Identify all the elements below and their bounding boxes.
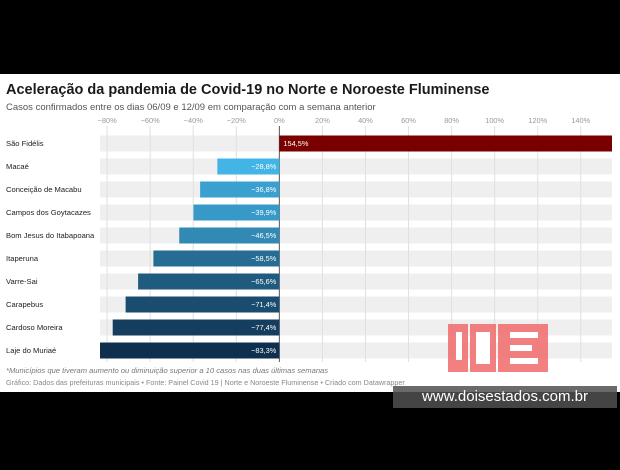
value-label: −39,9% <box>251 208 277 217</box>
category-label: Laje do Muriaé <box>6 346 56 355</box>
bar <box>100 342 280 359</box>
bar <box>200 181 280 198</box>
x-tick-label: 60% <box>401 116 416 125</box>
jde-logo-watermark <box>448 324 548 372</box>
website-watermark: www.doisestados.com.br <box>393 386 617 408</box>
category-label: Campos dos Goytacazes <box>6 208 91 217</box>
bar <box>112 319 280 336</box>
x-tick-label: 140% <box>571 116 590 125</box>
x-tick-label: −20% <box>227 116 247 125</box>
value-label: −36,8% <box>251 185 277 194</box>
bar-chart: −80% −60% −40% −20% 0% 20% 40% 60% 80% 100% 120% 14… <box>6 116 612 362</box>
bar <box>217 158 280 175</box>
row-background-band <box>100 158 612 175</box>
value-label: −65,6% <box>251 277 277 286</box>
x-tick-label: 120% <box>528 116 547 125</box>
category-label: Varre-Sai <box>6 277 38 286</box>
row-background-band <box>100 204 612 221</box>
category-label: São Fidélis <box>6 139 44 148</box>
value-label: −46,5% <box>251 231 277 240</box>
value-label: −58,5% <box>251 254 277 263</box>
value-label: −83,3% <box>251 346 277 355</box>
row-background-band <box>100 227 612 244</box>
bar <box>193 204 280 221</box>
bar <box>279 135 612 152</box>
chart-subtitle: Casos confirmados entre os dias 06/09 e … <box>6 102 376 113</box>
bar <box>179 227 280 244</box>
bar <box>138 273 280 290</box>
x-tick-label: 20% <box>315 116 330 125</box>
bar <box>153 250 280 267</box>
chart-title: Aceleração da pandemia de Covid-19 no No… <box>6 82 490 98</box>
value-label: −28,8% <box>251 162 277 171</box>
x-tick-label: 80% <box>444 116 459 125</box>
category-label: Carapebus <box>6 300 43 309</box>
value-label: −77,4% <box>251 323 277 332</box>
x-tick-label: −40% <box>184 116 204 125</box>
x-tick-label: −80% <box>98 116 118 125</box>
category-label: Itaperuna <box>6 254 39 263</box>
category-label: Cardoso Moreira <box>6 323 63 332</box>
chart-footnote: *Municípios que tiveram aumento ou dimin… <box>6 366 329 375</box>
category-label: Conceição de Macabu <box>6 185 82 194</box>
value-label: 154,5% <box>283 139 308 148</box>
bar <box>125 296 280 313</box>
row-background-band <box>100 181 612 198</box>
x-tick-label: −60% <box>141 116 161 125</box>
x-tick-label: 0% <box>274 116 285 125</box>
value-label: −71,4% <box>251 300 277 309</box>
x-tick-label: 100% <box>485 116 504 125</box>
x-tick-label: 40% <box>358 116 373 125</box>
category-label: Macaé <box>6 162 29 171</box>
chart-source: Gráfico: Dados das prefeituras municipai… <box>6 378 405 387</box>
category-label: Bom Jesus do Itabapoana <box>6 231 95 240</box>
